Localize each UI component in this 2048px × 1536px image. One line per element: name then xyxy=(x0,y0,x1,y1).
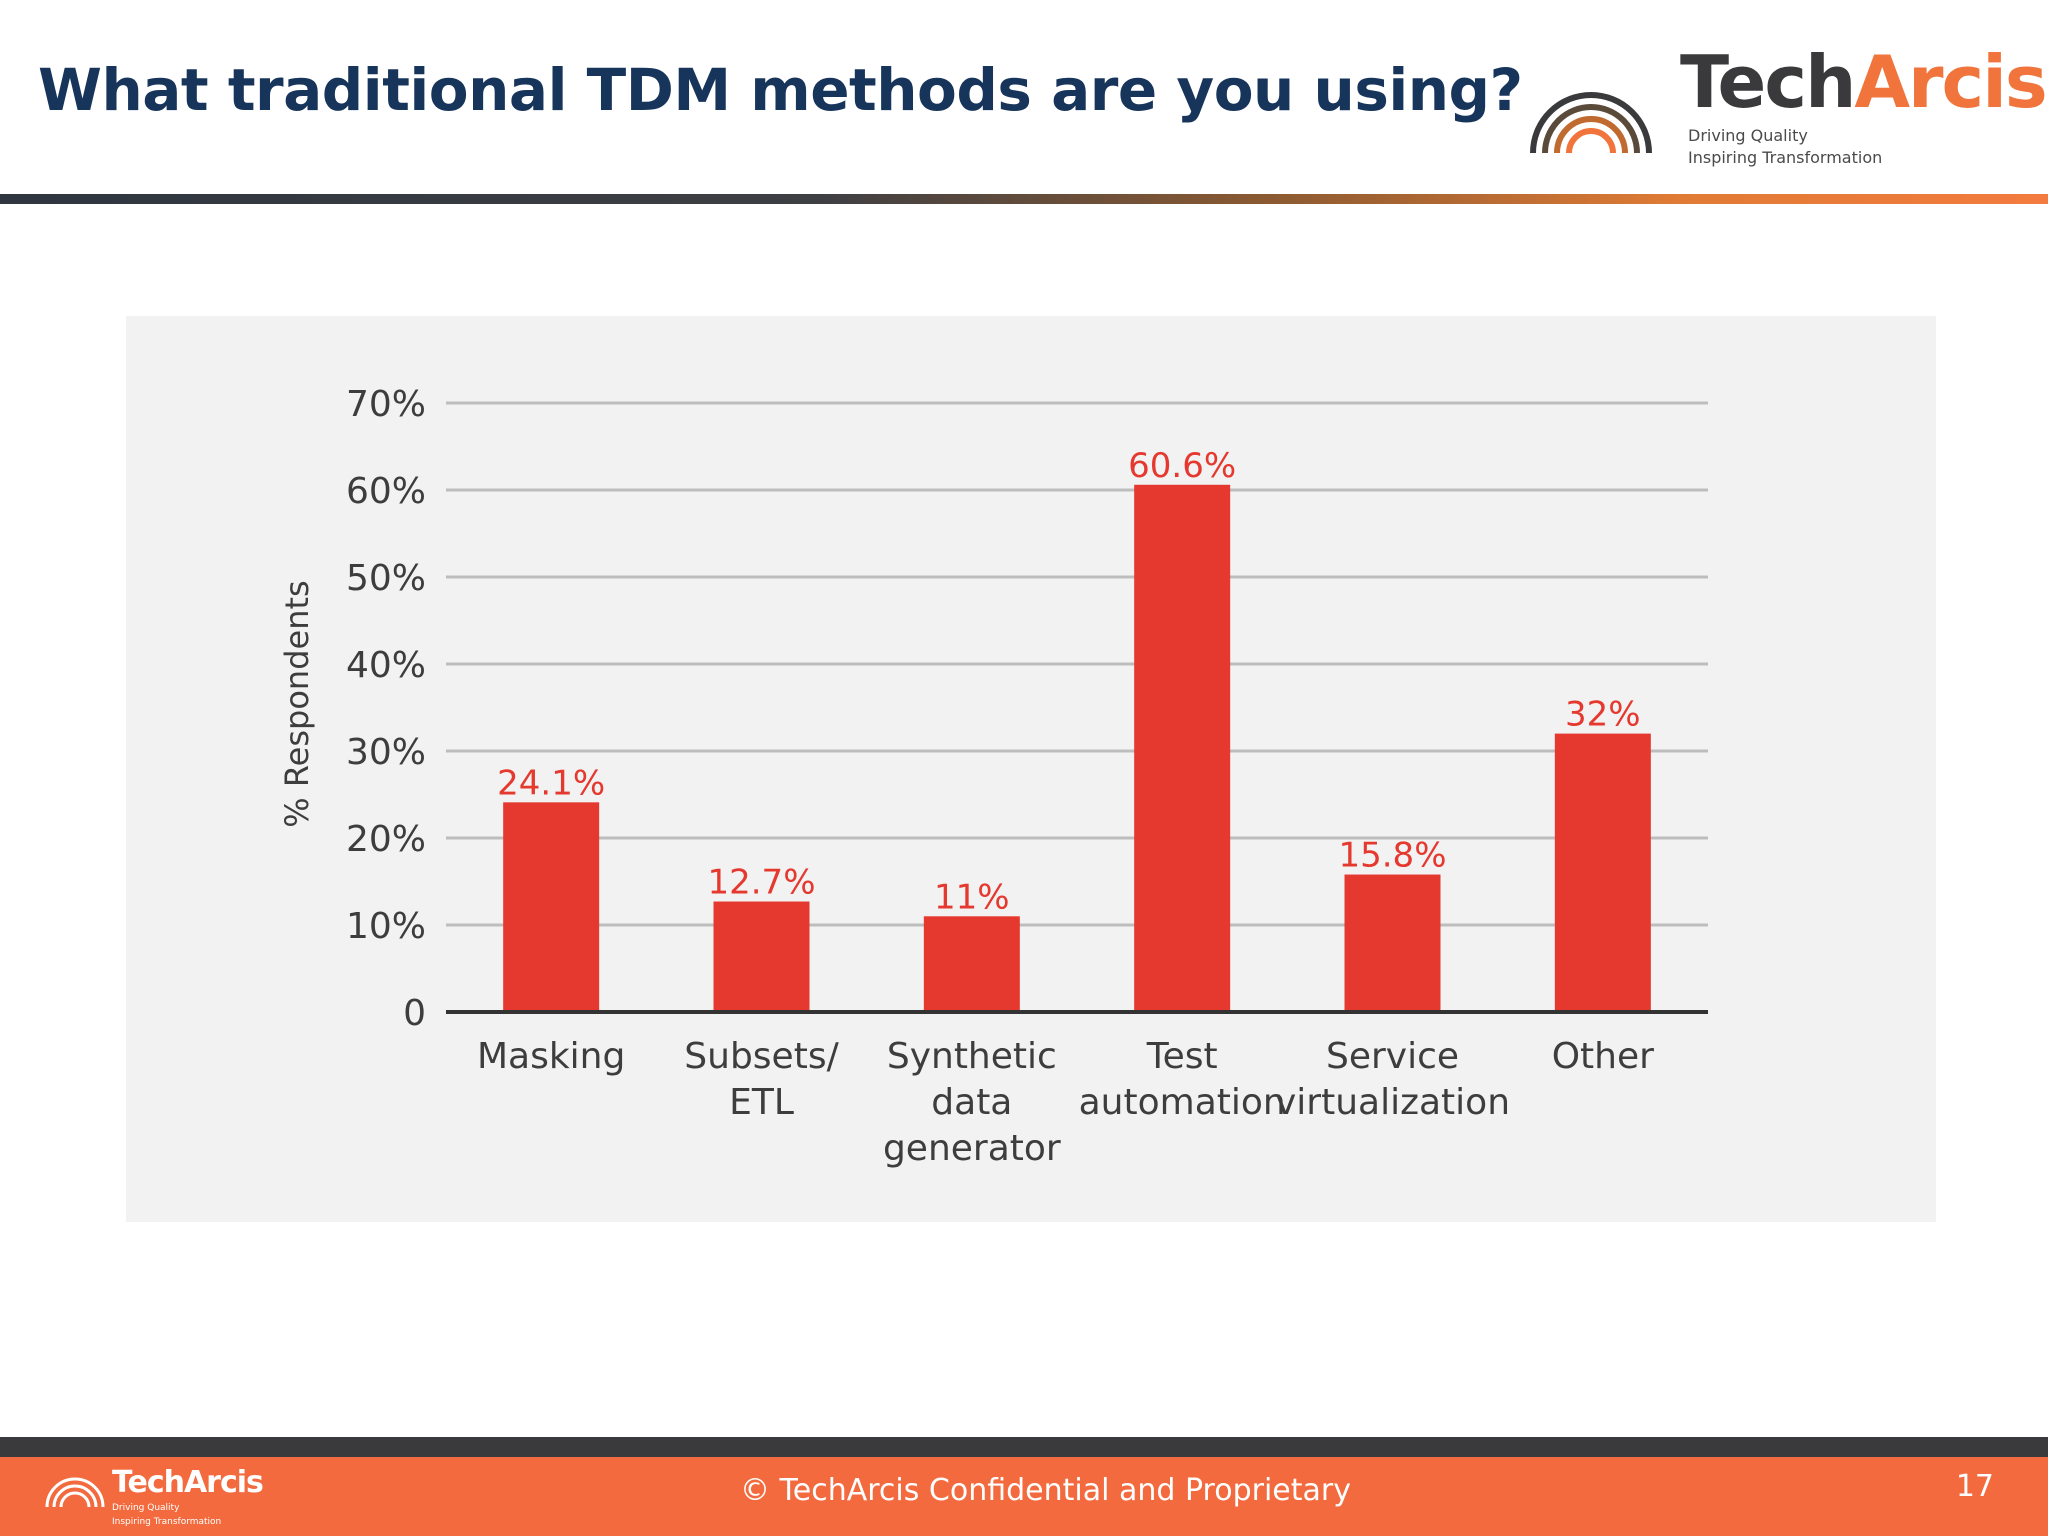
x-tick-label: generator xyxy=(883,1128,1061,1169)
x-tick-label: Service xyxy=(1326,1036,1459,1077)
bar xyxy=(1554,733,1651,1012)
footer-logo-tagline-2: Inspiring Transformation xyxy=(112,1517,222,1527)
y-tick-label: 50% xyxy=(346,558,426,599)
x-tick-label: Masking xyxy=(477,1036,625,1077)
data-label: 24.1% xyxy=(497,763,605,803)
y-tick-label: 20% xyxy=(346,819,426,860)
data-label: 60.6% xyxy=(1128,446,1236,486)
x-tick-label: Synthetic xyxy=(887,1036,1057,1077)
y-tick-label: 0 xyxy=(403,993,426,1034)
bar xyxy=(503,802,600,1012)
footer-logo: TechArcis Driving Quality Inspiring Tran… xyxy=(44,1465,284,1532)
footer-logo-name-tech: Tech xyxy=(112,1465,185,1500)
x-tick-label: virtualization xyxy=(1275,1082,1510,1123)
x-tick-label: data xyxy=(931,1082,1012,1123)
y-tick-label: 70% xyxy=(346,384,426,425)
y-tick-label: 40% xyxy=(346,645,426,686)
header-divider xyxy=(0,194,2048,204)
bar xyxy=(923,916,1020,1012)
footer-copyright: © TechArcis Confidential and Proprietary xyxy=(740,1473,1351,1508)
logo-name: TechArcis xyxy=(1680,40,2048,124)
y-axis-label: % Respondents xyxy=(278,580,316,827)
x-tick-label: ETL xyxy=(729,1082,794,1123)
bar xyxy=(1134,484,1231,1012)
bar xyxy=(713,901,810,1012)
footer-logo-arc-icon xyxy=(45,1477,105,1508)
footer-logo-tagline-1: Driving Quality xyxy=(112,1503,180,1513)
x-tick-label: Other xyxy=(1552,1036,1654,1077)
data-label: 11% xyxy=(934,877,1010,917)
footer-logo-name: TechArcis xyxy=(112,1465,264,1500)
footer-bar: TechArcis Driving Quality Inspiring Tran… xyxy=(0,1437,2048,1536)
logo-tagline-2: Inspiring Transformation xyxy=(1688,148,1883,167)
logo-name-tech: Tech xyxy=(1680,40,1856,124)
logo-name-arcis: Arcis xyxy=(1854,40,2047,124)
techarcis-logo: TechArcis Driving Quality Inspiring Tran… xyxy=(1525,40,2048,173)
x-tick-label: automation xyxy=(1079,1082,1286,1123)
slide-title: What traditional TDM methods are you usi… xyxy=(38,56,1523,124)
page-number: 17 xyxy=(1955,1469,1994,1504)
logo-arc-icon xyxy=(1530,92,1652,154)
y-tick-label: 30% xyxy=(346,732,426,773)
footer-logo-name-arcis: Arcis xyxy=(183,1465,264,1500)
logo-tagline-1: Driving Quality xyxy=(1688,126,1808,145)
x-tick-label: Subsets/ xyxy=(684,1036,839,1077)
bar xyxy=(1344,874,1441,1012)
data-label: 15.8% xyxy=(1338,836,1446,876)
x-tick-label: Test xyxy=(1146,1036,1218,1077)
data-label: 32% xyxy=(1565,695,1641,735)
bar-layer xyxy=(503,484,1651,1012)
label-layer: 0 10% 20% 30% 40% 50% 60% 70% % Respondents 24.1%… xyxy=(278,384,1654,1169)
chart-panel: 0 10% 20% 30% 40% 50% 60% 70% % Respondents 24.1%… xyxy=(126,316,1936,1222)
y-tick-label: 60% xyxy=(346,471,426,512)
grid-layer xyxy=(446,401,1708,927)
data-label: 12.7% xyxy=(707,863,815,903)
y-tick-label: 10% xyxy=(346,906,426,947)
bar-chart: 0 10% 20% 30% 40% 50% 60% 70% % Respondents 24.1%… xyxy=(278,384,1708,1169)
footer-dark-strip xyxy=(0,1437,2048,1457)
